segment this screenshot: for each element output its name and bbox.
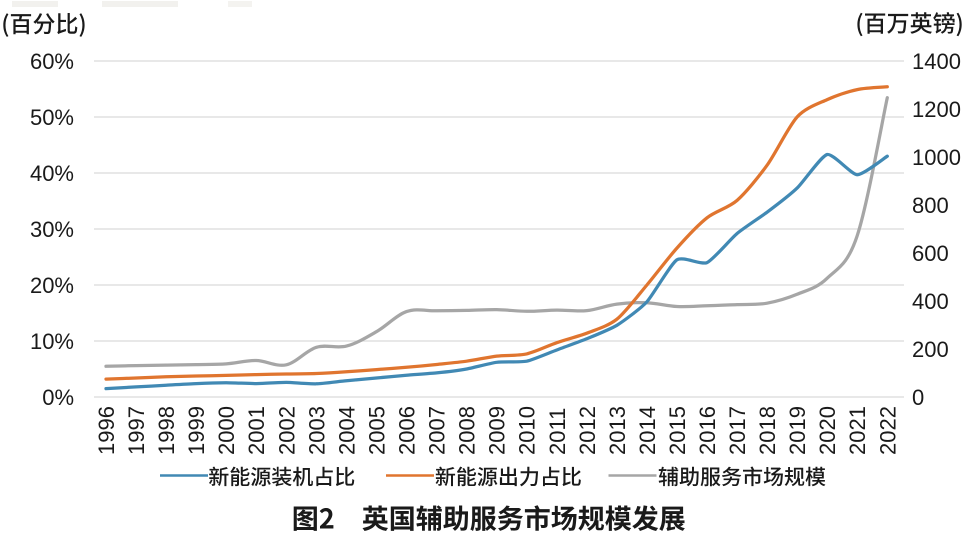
svg-text:2015: 2015 (665, 406, 690, 455)
svg-text:40%: 40% (30, 161, 74, 186)
svg-text:0: 0 (912, 385, 924, 410)
svg-text:2022: 2022 (875, 406, 900, 455)
svg-text:200: 200 (912, 337, 949, 362)
svg-text:2009: 2009 (485, 406, 510, 455)
svg-text:10%: 10% (30, 329, 74, 354)
svg-text:2003: 2003 (304, 406, 329, 455)
svg-text:2004: 2004 (334, 406, 359, 455)
svg-text:2020: 2020 (815, 406, 840, 455)
svg-text:2008: 2008 (455, 406, 480, 455)
svg-text:2005: 2005 (364, 406, 389, 455)
svg-text:2013: 2013 (605, 406, 630, 455)
svg-text:2011: 2011 (545, 408, 570, 455)
svg-text:30%: 30% (30, 217, 74, 242)
svg-text:400: 400 (912, 289, 949, 314)
svg-text:2018: 2018 (755, 406, 780, 455)
svg-text:1000: 1000 (912, 145, 961, 170)
svg-text:50%: 50% (30, 105, 74, 130)
svg-text:2007: 2007 (425, 406, 450, 455)
svg-text:2001: 2001 (244, 406, 269, 455)
svg-text:1200: 1200 (912, 97, 961, 122)
svg-text:2012: 2012 (575, 406, 600, 455)
svg-text:2017: 2017 (725, 406, 750, 455)
svg-text:2021: 2021 (845, 406, 870, 455)
svg-text:2000: 2000 (214, 406, 239, 455)
svg-text:1997: 1997 (124, 406, 149, 455)
svg-text:1999: 1999 (184, 406, 209, 455)
svg-text:2016: 2016 (695, 406, 720, 455)
svg-text:2014: 2014 (635, 406, 660, 455)
svg-text:1996: 1996 (94, 406, 119, 455)
svg-text:2002: 2002 (274, 406, 299, 455)
svg-text:60%: 60% (30, 49, 74, 74)
svg-text:1400: 1400 (912, 49, 961, 74)
svg-text:1998: 1998 (154, 406, 179, 455)
svg-text:2010: 2010 (515, 406, 540, 455)
svg-text:600: 600 (912, 241, 949, 266)
svg-text:0%: 0% (42, 385, 74, 410)
svg-text:2019: 2019 (785, 406, 810, 455)
svg-text:800: 800 (912, 193, 949, 218)
svg-text:20%: 20% (30, 273, 74, 298)
svg-text:2006: 2006 (395, 406, 420, 455)
